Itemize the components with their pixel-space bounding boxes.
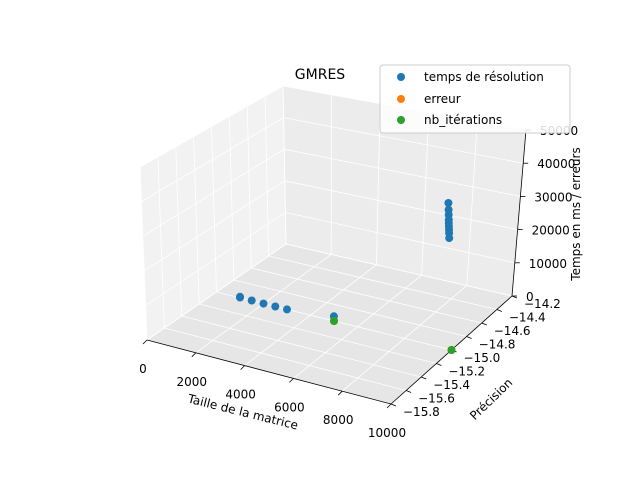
chart-title: GMRES — [295, 67, 346, 83]
z-gridline-wall — [139, 85, 284, 168]
y-tick-label: −15.4 — [433, 378, 470, 392]
y-axis-ticks: −15.8−15.6−15.4−15.2−15.0−14.8−14.6−14.4… — [403, 297, 561, 419]
y-gridline-floor — [268, 255, 497, 310]
x-tick-mark — [337, 390, 343, 396]
y-tick-label: −15.6 — [418, 392, 455, 406]
y-tick-mark — [405, 390, 412, 393]
legend-marker-erreur — [397, 95, 405, 103]
y-tick-label: −15.0 — [464, 351, 501, 365]
y-gridline-wall — [228, 116, 235, 281]
z-gridline-wall — [145, 212, 286, 306]
x-tick-label: 2000 — [177, 375, 208, 389]
y-gridline-wall — [264, 96, 270, 257]
y-gridline-floor — [251, 267, 482, 324]
point-temps-de-resolution — [444, 199, 453, 207]
x-tick-label: 10000 — [368, 426, 406, 440]
z-gridline-wall — [143, 180, 286, 272]
z-gridline-back — [284, 180, 518, 230]
x-gridline-back — [421, 112, 430, 276]
y-tick-mark — [496, 309, 503, 312]
y-gridline-wall — [157, 156, 165, 329]
point-nb-iterations — [330, 317, 338, 325]
y-gridline-wall — [139, 166, 148, 341]
z-gridline-wall — [146, 243, 287, 341]
y-tick-mark — [466, 336, 472, 339]
z-tick-label: 0 — [526, 290, 534, 304]
z-tick-label: 10000 — [529, 257, 567, 271]
point-temps-de-resolution — [236, 293, 244, 302]
x-axis-line — [146, 339, 392, 405]
legend-label-erreur: erreur — [424, 92, 461, 106]
y-gridline-floor — [199, 303, 437, 364]
y-gridline-wall — [211, 126, 217, 293]
point-temps-de-resolution — [445, 234, 454, 243]
x-axis-ticks: 0 2000 4000 6000 8000 10000 — [139, 362, 406, 440]
x-tick-label: 4000 — [225, 388, 256, 402]
y-tick-mark — [390, 403, 397, 407]
legend-label-temps: temps de résolution — [424, 70, 544, 84]
point-temps-de-resolution — [271, 302, 280, 311]
y-gridline-wall — [246, 106, 252, 269]
point-temps-de-resolution — [259, 299, 268, 308]
y-gridline-floor — [233, 279, 467, 337]
x-tick-label: 6000 — [274, 400, 305, 414]
z-tick-label: 20000 — [532, 224, 570, 238]
z-gridline-wall — [142, 148, 285, 237]
y-tick-label: −15.8 — [403, 405, 440, 419]
y-tick-mark — [421, 376, 427, 380]
x-tick-label: 0 — [139, 362, 147, 376]
z-gridline-back — [285, 243, 513, 297]
legend-label-iterations: nb_itérations — [424, 113, 502, 127]
z-gridline-back — [283, 117, 524, 164]
y-tick-label: −14.2 — [524, 297, 561, 311]
z-axis-line — [511, 129, 527, 297]
legend: temps de résolution erreur nb_itérations — [379, 64, 571, 134]
legend-marker-temps — [397, 73, 405, 81]
x-tick-label: 8000 — [323, 413, 354, 427]
x-gridline-back — [466, 121, 478, 286]
y-gridline-wall — [193, 136, 200, 305]
z-axis-label: Temps en ms / erreurs — [569, 147, 583, 281]
y-tick-mark — [481, 322, 487, 326]
y-tick-label: −14.8 — [479, 338, 516, 352]
x-tick-mark — [386, 403, 392, 409]
point-temps-de-resolution — [247, 296, 256, 305]
x-tick-mark — [240, 365, 245, 370]
z-gridline-wall — [141, 117, 284, 202]
legend-box — [379, 64, 571, 134]
point-nb-iterations — [447, 346, 456, 354]
y-gridline-floor — [181, 315, 422, 378]
y-gridline-wall — [175, 146, 183, 317]
legend-marker-iterations — [397, 116, 405, 124]
z-gridline-back — [285, 212, 515, 264]
floor-pane — [147, 244, 512, 404]
back-pane — [283, 86, 526, 296]
z-gridline-back — [284, 148, 521, 197]
z-tick-label: 40000 — [537, 157, 575, 171]
y-tick-label: −14.4 — [509, 311, 546, 325]
grid-lines — [139, 85, 527, 405]
data-points — [236, 199, 456, 354]
y-tick-mark — [436, 363, 442, 366]
point-temps-de-resolution — [283, 305, 291, 314]
y-tick-label: −15.2 — [448, 365, 485, 379]
y-gridline-floor — [164, 327, 407, 391]
z-tick-label: 30000 — [534, 190, 572, 204]
left-pane — [140, 86, 286, 340]
x-tick-mark — [191, 352, 197, 358]
y-gridline-wall — [282, 85, 287, 245]
y-tick-label: −14.6 — [494, 324, 531, 338]
x-tick-mark — [289, 378, 294, 383]
x-tick-mark — [142, 339, 148, 345]
